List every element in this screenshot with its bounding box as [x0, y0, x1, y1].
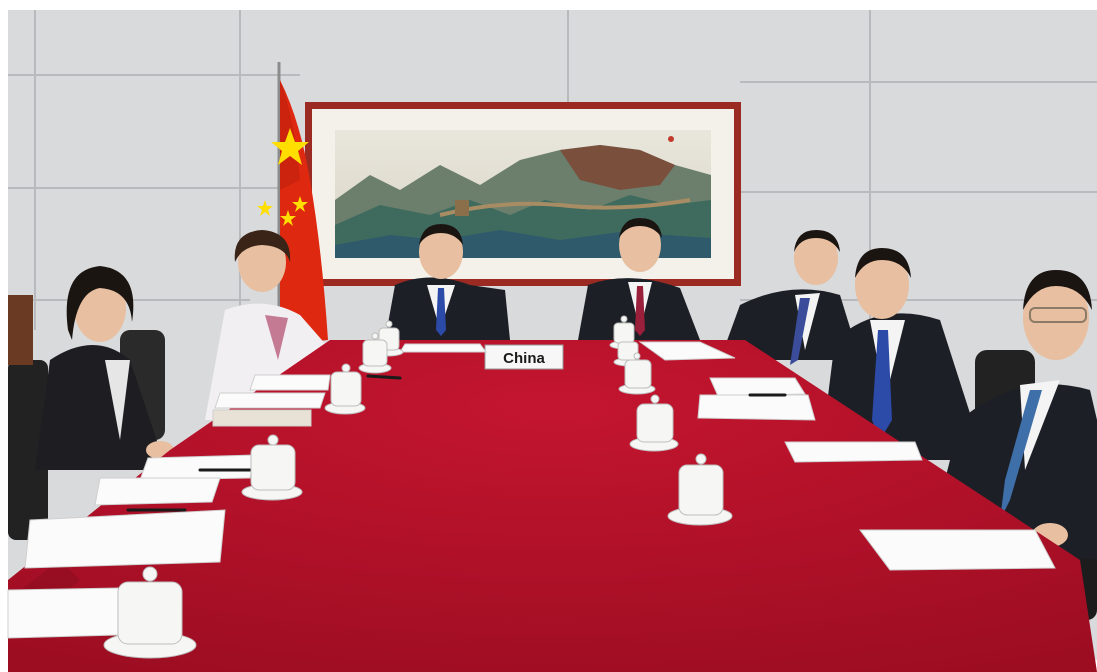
china-nameplate: China — [484, 344, 564, 370]
person-center-right — [578, 218, 700, 340]
person-right-1 — [720, 230, 860, 365]
table-papers — [7, 341, 1056, 639]
tea-cups — [103, 315, 733, 659]
tea-cup — [324, 363, 366, 415]
pens — [126, 374, 787, 512]
china-flag — [257, 62, 328, 345]
person-left-2 — [205, 230, 361, 420]
person-center-left — [385, 224, 510, 340]
nameplate-label: China — [503, 350, 545, 367]
tea-cup — [629, 394, 679, 452]
tea-cup — [667, 453, 733, 526]
tea-cup — [618, 352, 656, 395]
person-far-left — [35, 266, 174, 470]
tea-cup — [103, 566, 197, 659]
tea-cup — [358, 332, 392, 374]
great-wall-painting — [305, 102, 741, 286]
tea-cup — [241, 434, 303, 501]
